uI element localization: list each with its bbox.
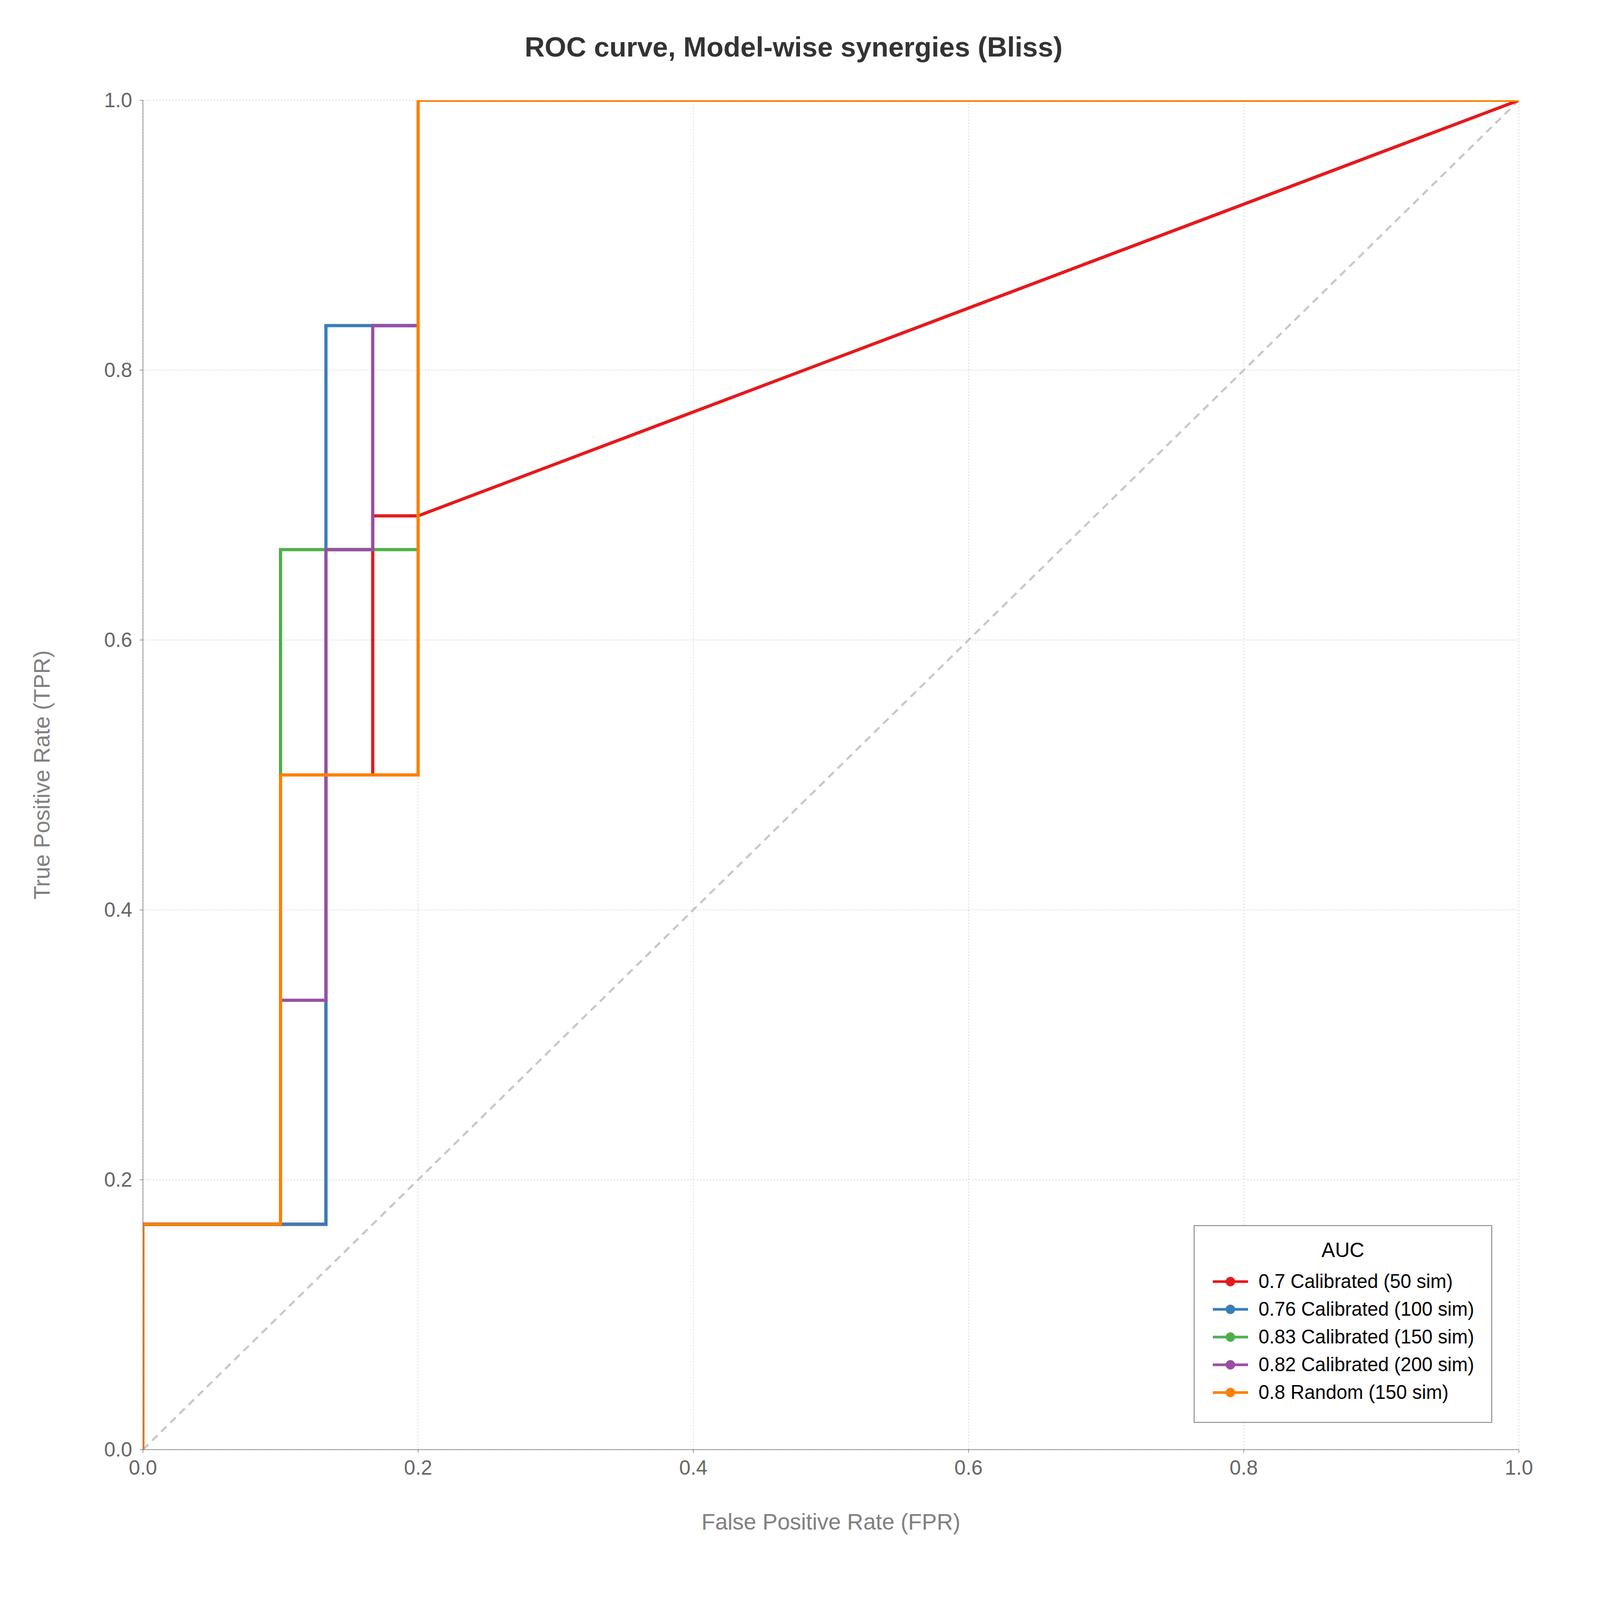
svg-text:0.2: 0.2 [404,1456,433,1479]
svg-text:0.6: 0.6 [104,628,133,652]
svg-text:1.0: 1.0 [1505,1456,1534,1479]
svg-text:0.4: 0.4 [104,898,133,922]
svg-text:True Positive Rate (TPR): True Positive Rate (TPR) [29,650,55,900]
svg-text:False Positive Rate (FPR): False Positive Rate (FPR) [701,1509,960,1535]
svg-text:1.0: 1.0 [104,89,133,112]
svg-text:0.0: 0.0 [104,1438,133,1461]
html-text:0.7 Calibrated (50 sim): 0.7 Calibrated (50 sim) [1258,1270,1453,1293]
html-text:0.76 Calibrated (100 sim): 0.76 Calibrated (100 sim) [1258,1298,1475,1320]
html-text:0.83 Calibrated (150 sim): 0.83 Calibrated (150 sim) [1258,1325,1475,1348]
svg-text:0.4: 0.4 [679,1456,708,1479]
svg-text:0.8: 0.8 [1229,1456,1259,1479]
svg-text:0.8: 0.8 [104,358,133,382]
html-text:0.82 Calibrated (200 sim): 0.82 Calibrated (200 sim) [1258,1353,1475,1376]
svg-text:0.2: 0.2 [104,1168,133,1191]
svg-text:0.6: 0.6 [954,1456,983,1479]
html-text:ROC curve, Model-wise synergie: ROC curve, Model-wise synergies (Bliss) [524,31,1063,63]
html-text:AUC: AUC [1321,1238,1365,1262]
svg-text:0.0: 0.0 [129,1456,158,1479]
html-text:0.8 Random (150 sim): 0.8 Random (150 sim) [1258,1381,1449,1404]
